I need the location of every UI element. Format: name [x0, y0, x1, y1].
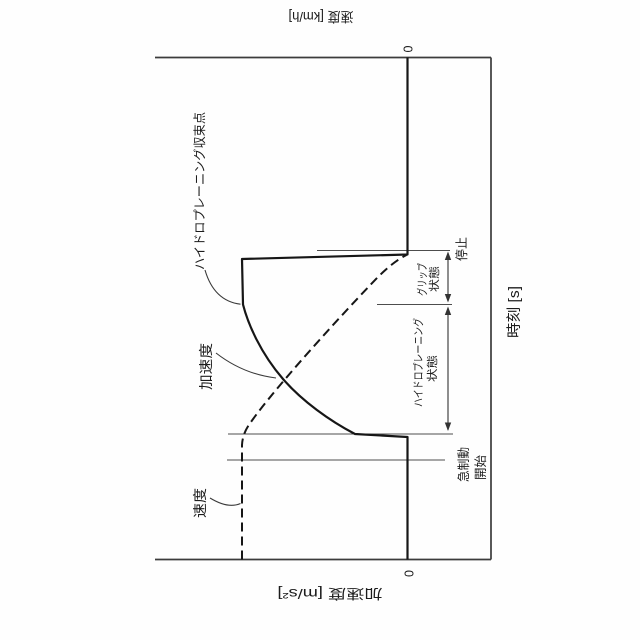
speed-curve	[241, 254, 407, 560]
accel-axis-label: 加速度 [m/s²]	[278, 586, 383, 601]
reference-lines	[227, 250, 453, 461]
braking-start-label-line2: 開始	[474, 455, 488, 480]
time-axis-label: 時刻 [s]	[506, 286, 523, 338]
plot-frame	[155, 56, 492, 561]
grip-state-label-line2: 状態	[427, 266, 441, 292]
grip-state-label-line1: グリップ	[415, 263, 429, 296]
speed-curve-label: 速度	[192, 488, 208, 518]
accel-zero-tick: 0	[403, 570, 417, 577]
braking-start-label-line1: 急制動	[456, 447, 471, 482]
speed-zero-tick: 0	[402, 45, 416, 52]
accel-curve-label: 加速度	[198, 343, 214, 390]
convergence-point-label: ハイドロプレーニング収束点	[193, 112, 207, 270]
speed-axis-label: 速度 [km/h]	[289, 9, 354, 24]
dimension-arrowheads	[444, 251, 452, 431]
acceleration-curve	[240, 57, 409, 560]
hydroplaning-state-label-line2: 状態	[425, 355, 439, 382]
hydroplaning-state-label-line1: ハイドロプレーニング	[411, 318, 425, 407]
leader-lines	[204, 269, 277, 506]
stop-label: 停止	[454, 237, 469, 261]
